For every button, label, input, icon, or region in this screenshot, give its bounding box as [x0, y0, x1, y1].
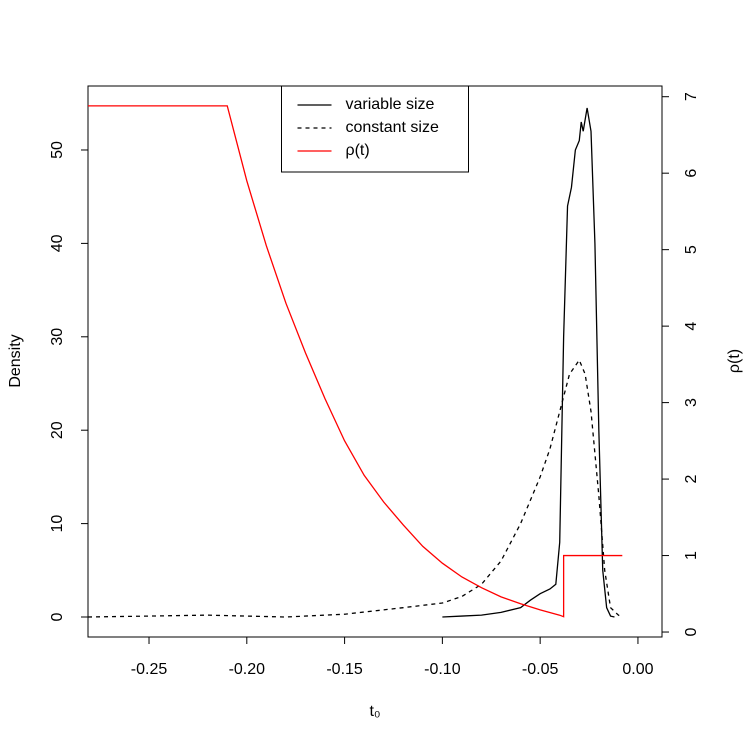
- legend-box: [281, 85, 469, 173]
- y2-axis-label: ρ(t): [726, 349, 743, 373]
- y-tick-label: 40: [49, 234, 66, 252]
- y2-tick-label: 4: [683, 322, 700, 331]
- y2-tick-label: 3: [683, 398, 700, 407]
- series-line: [87, 358, 623, 618]
- x-tick-label: -0.05: [522, 661, 559, 678]
- y-axis-label: Density: [7, 334, 24, 387]
- y-tick-label: 30: [49, 328, 66, 346]
- x-tick-label: -0.15: [326, 661, 363, 678]
- series-line: [88, 105, 623, 618]
- x-tick-label: -0.10: [424, 661, 461, 678]
- legend-label: constant size: [346, 119, 439, 136]
- x-axis-label: t₀: [369, 703, 380, 720]
- y2-tick-label: 1: [683, 551, 700, 560]
- x-tick-label: -0.25: [131, 661, 168, 678]
- series-line: [442, 107, 615, 618]
- y-tick-label: 10: [49, 515, 66, 533]
- x-tick-label: -0.20: [229, 661, 266, 678]
- legend-label: ρ(t): [346, 142, 370, 159]
- y-tick-label: 0: [49, 612, 66, 621]
- x-tick-label: 0.00: [622, 661, 653, 678]
- y2-tick-label: 7: [683, 92, 700, 101]
- legend-label: variable size: [346, 96, 435, 113]
- y2-tick-label: 5: [683, 245, 700, 254]
- y2-tick-label: 6: [683, 169, 700, 178]
- y2-tick-label: 0: [683, 627, 700, 636]
- y-tick-label: 50: [49, 141, 66, 159]
- y-tick-label: 20: [49, 421, 66, 439]
- y2-tick-label: 2: [683, 475, 700, 484]
